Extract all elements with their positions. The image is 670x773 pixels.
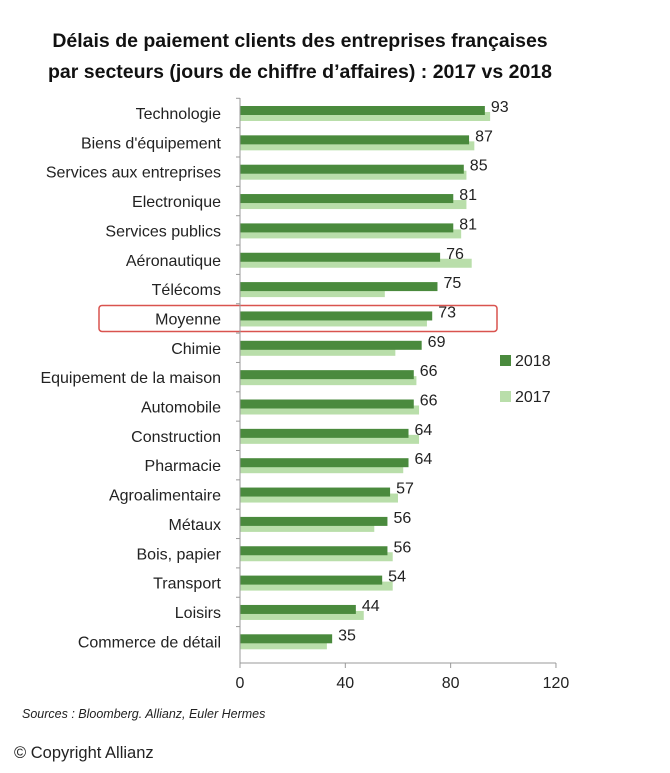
legend-label: 2018 [515, 353, 551, 370]
data-label: 81 [459, 216, 477, 233]
bar-2018 [240, 223, 454, 233]
bar-2017 [240, 346, 396, 356]
bar-2017 [240, 493, 398, 503]
bar-2017 [240, 405, 420, 415]
bar-2018 [240, 370, 414, 380]
data-label: 73 [438, 304, 456, 321]
data-label: 35 [338, 627, 356, 644]
category-label: Transport [153, 576, 221, 593]
bar-2017 [240, 200, 467, 210]
bar-2018 [240, 604, 356, 614]
data-label: 93 [491, 99, 509, 116]
bar-2017 [240, 112, 491, 121]
data-label: 64 [415, 422, 433, 439]
data-label: 75 [443, 275, 461, 292]
category-label: Aéronautique [126, 253, 221, 270]
bar-2017 [240, 464, 404, 474]
data-label: 69 [428, 334, 446, 351]
chart-title-line-2: par secteurs (jours de chiffre d’affaire… [48, 61, 552, 83]
data-label: 85 [470, 158, 488, 175]
bar-2017 [240, 376, 417, 386]
bar-2018 [240, 282, 438, 292]
bar-2018 [240, 487, 391, 497]
bar-chart: Technologie 93 Biens d'équipement 87 Service… [40, 97, 570, 692]
x-tick-label: 40 [336, 675, 354, 692]
data-label: 76 [446, 246, 464, 263]
category-label: Métaux [169, 517, 221, 534]
category-label: Technologie [136, 106, 222, 123]
highlight-box [98, 304, 498, 333]
category-label: Agroalimentaire [109, 488, 221, 505]
category-label: Construction [131, 429, 221, 446]
bar-2017 [240, 288, 385, 298]
copyright-note: © Copyright Allianz [14, 744, 154, 762]
data-label: 57 [396, 481, 414, 498]
bar-2017 [240, 141, 475, 151]
legend-swatch [500, 391, 511, 402]
bar-2018 [240, 458, 409, 468]
bar-2017 [240, 229, 462, 239]
bar-2017 [240, 640, 327, 650]
bar-2017 [240, 434, 420, 444]
bar-2017 [240, 317, 427, 327]
bar-2017 [240, 522, 375, 532]
data-label: 44 [362, 598, 380, 615]
bar-2018 [240, 340, 422, 350]
category-label: Pharmacie [145, 458, 222, 475]
bar-2018 [240, 575, 383, 585]
category-label: Chimie [171, 341, 221, 358]
bar-2018 [240, 428, 409, 438]
bar-2018 [240, 399, 414, 409]
category-label: Electronique [132, 194, 221, 211]
data-label: 81 [459, 187, 477, 204]
legend-swatch [500, 355, 511, 366]
bar-2018 [240, 106, 485, 115]
category-label: Moyenne [155, 311, 221, 328]
data-label: 54 [388, 569, 406, 586]
data-label: 87 [475, 128, 493, 145]
bar-2017 [240, 581, 393, 591]
bar-2018 [240, 194, 454, 204]
x-tick-label: 80 [442, 675, 460, 692]
x-tick-label: 0 [236, 675, 245, 692]
source-note: Sources : Bloomberg. Allianz, Euler Herm… [22, 707, 266, 721]
bar-2018 [240, 546, 388, 556]
bar-2017 [240, 610, 364, 620]
data-label: 64 [415, 451, 433, 468]
bar-2018 [240, 252, 441, 262]
bar-2018 [240, 311, 433, 321]
chart-title-line-1: Délais de paiement clients des entrepris… [52, 30, 548, 52]
bar-2018 [240, 164, 464, 174]
legend-label: 2017 [515, 389, 551, 406]
category-label: Automobile [141, 400, 221, 417]
category-label: Services publics [105, 223, 221, 240]
bar-2018 [240, 135, 470, 145]
bar-2017 [240, 258, 472, 268]
x-tick-label: 120 [543, 675, 570, 692]
data-label: 66 [420, 393, 438, 410]
bar-2018 [240, 516, 388, 526]
category-label: Bois, papier [137, 546, 222, 563]
data-label: 56 [393, 539, 411, 556]
category-label: Loisirs [175, 605, 221, 622]
bar-2017 [240, 170, 467, 180]
bar-2017 [240, 552, 393, 562]
category-label: Equipement de la maison [40, 370, 221, 387]
category-label: Commerce de détail [78, 634, 221, 651]
data-label: 56 [393, 510, 411, 527]
category-label: Télécoms [152, 282, 221, 299]
bar-2018 [240, 634, 333, 644]
category-label: Biens d'équipement [81, 135, 222, 152]
data-label: 66 [420, 363, 438, 380]
category-label: Services aux entreprises [46, 165, 221, 182]
